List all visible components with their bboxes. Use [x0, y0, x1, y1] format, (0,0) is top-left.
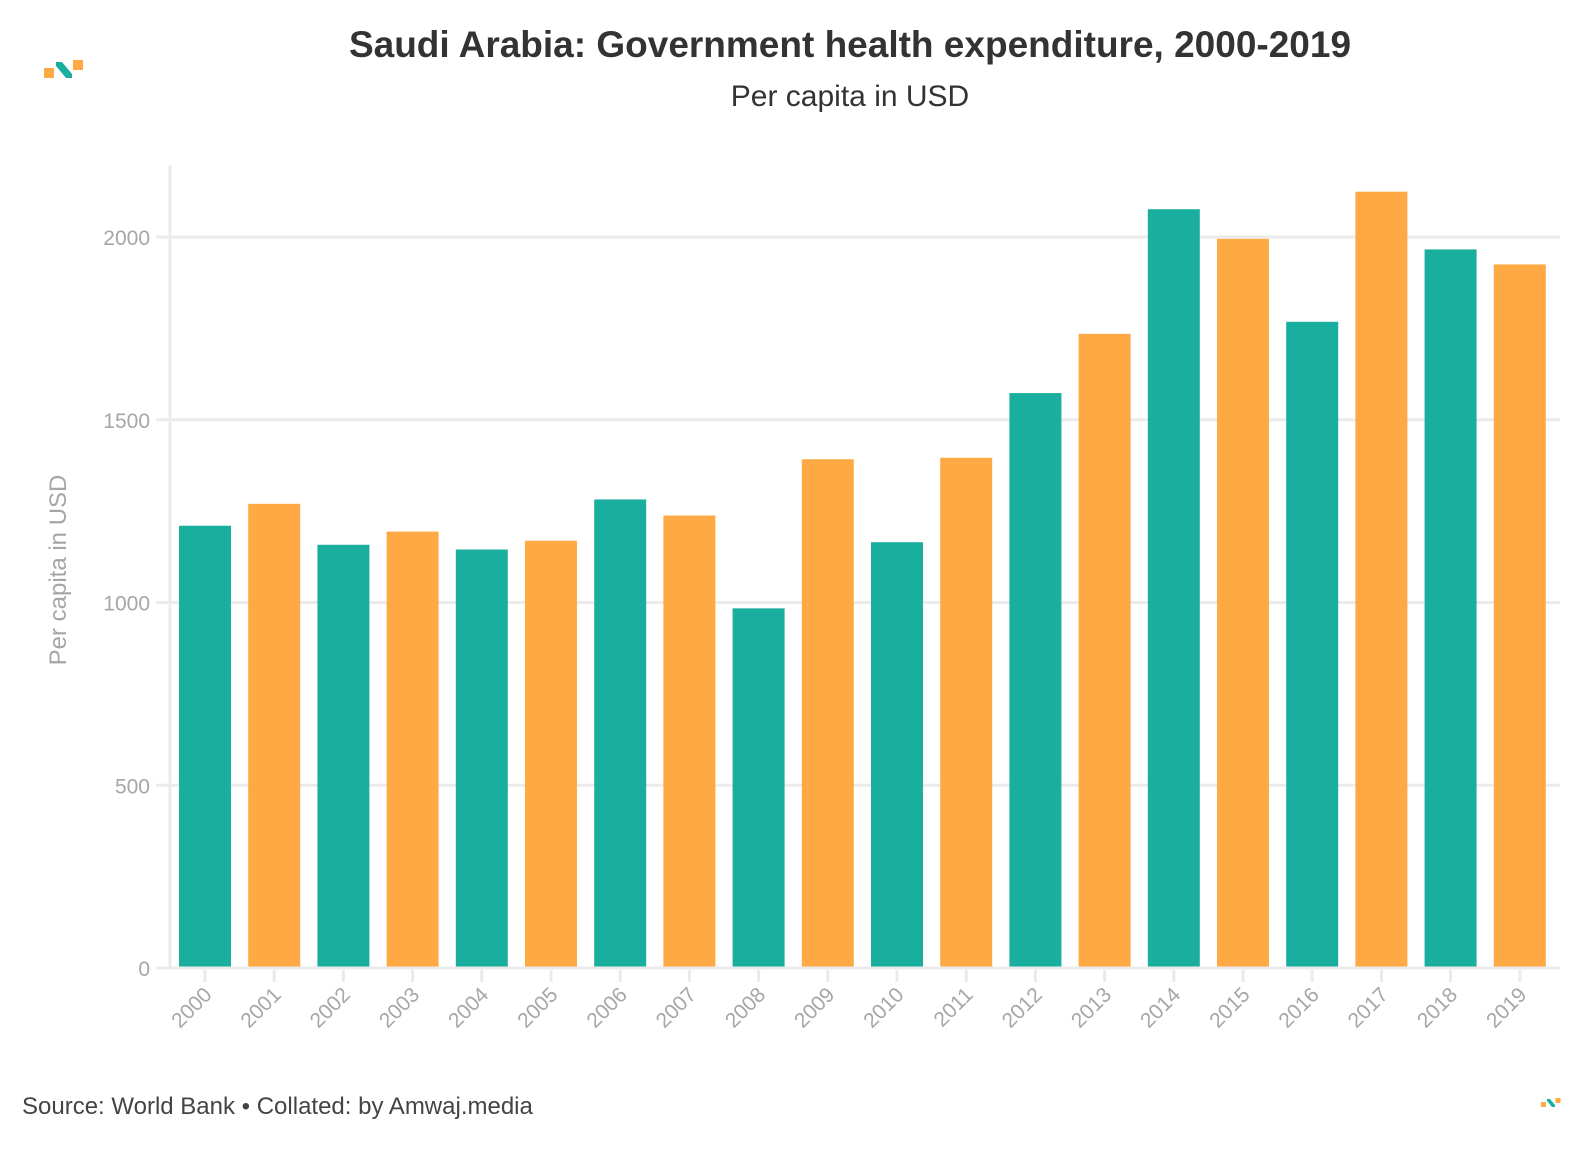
x-tick-label: 2017 — [1344, 983, 1393, 1032]
x-tick-label: 2014 — [1136, 983, 1186, 1033]
bar-2019 — [1493, 264, 1546, 969]
bar-2000 — [179, 525, 231, 968]
chart-title: Saudi Arabia: Government health expendit… — [348, 24, 1352, 65]
bar-2013 — [1078, 333, 1131, 968]
source-footer: Source: World Bank • Collated: by Amwaj.… — [22, 1093, 533, 1120]
x-tick-label: 2011 — [930, 983, 978, 1031]
y-tick-label: 500 — [115, 775, 150, 798]
x-tick-label: 2001 — [236, 983, 285, 1032]
bar-chart: 2000 2001 2002 2003 2004 2005 2006 2007 2008 2009… — [45, 165, 1560, 1033]
x-tick-label: 2016 — [1274, 983, 1323, 1032]
bar-2003 — [386, 531, 439, 968]
bar-2012 — [1009, 393, 1062, 969]
x-tick-label: 2007 — [652, 983, 701, 1032]
bar-2008 — [732, 608, 785, 968]
bar-2004 — [455, 549, 508, 968]
y-tick-label: 0 — [138, 958, 150, 981]
y-axis-title: Per capita in USD — [45, 475, 72, 666]
y-tick-label: 1500 — [103, 410, 150, 433]
bar-2015 — [1217, 238, 1269, 968]
bar-2018 — [1424, 249, 1477, 968]
y-tick-label: 2000 — [103, 227, 150, 250]
x-tick-label: 2006 — [582, 983, 631, 1032]
bar-2009 — [801, 459, 854, 968]
x-tick-label: 2010 — [859, 983, 908, 1032]
x-tick-label: 2005 — [513, 983, 562, 1032]
bar-2010 — [871, 542, 923, 968]
bar-2005 — [525, 540, 577, 968]
bar-2002 — [317, 544, 370, 968]
x-tick-label: 2008 — [721, 983, 770, 1032]
x-tick-label: 2018 — [1413, 983, 1462, 1032]
bar-2017 — [1355, 191, 1408, 969]
amwaj-logo-icon — [1541, 1095, 1561, 1107]
y-axis: 0 500 1000 1500 2000 — [103, 165, 172, 981]
x-tick-label: 2019 — [1482, 983, 1531, 1032]
amwaj-logo-icon — [44, 60, 84, 80]
y-tick-label: 1000 — [103, 593, 150, 616]
x-tick-label: 2000 — [167, 983, 216, 1032]
bar-2014 — [1147, 209, 1200, 969]
x-tick-label: 2015 — [1205, 983, 1254, 1032]
chart-subtitle: Per capita in USD — [730, 80, 970, 113]
x-tick-label: 2009 — [790, 983, 839, 1032]
x-tick-label: 2013 — [1067, 983, 1116, 1032]
bars — [179, 191, 1546, 969]
bar-2001 — [248, 503, 301, 968]
bar-2011 — [940, 457, 993, 968]
x-tick-label: 2002 — [306, 983, 355, 1032]
x-tick-label: 2003 — [375, 983, 424, 1032]
x-tick-label: 2012 — [998, 983, 1047, 1032]
bar-2006 — [594, 499, 647, 968]
bar-2007 — [663, 515, 716, 968]
bar-2016 — [1286, 321, 1339, 968]
x-tick-label: 2004 — [444, 983, 494, 1033]
x-axis: 2000 2001 2002 2003 2004 2005 2006 2007 2008 2009… — [156, 966, 1560, 1033]
